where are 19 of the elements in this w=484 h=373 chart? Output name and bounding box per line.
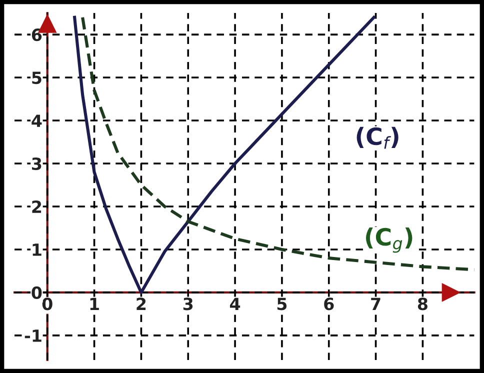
y-tick-label: 4 — [32, 114, 42, 127]
x-tick-label: 4 — [230, 298, 240, 310]
x-tick-label: 1 — [90, 298, 99, 310]
x-tick-label: 0 — [42, 298, 52, 310]
x-tick-label: 6 — [324, 298, 334, 310]
y-tick-label: 1 — [32, 244, 42, 256]
x-tick-label: 7 — [371, 298, 380, 310]
x-tick-label: 5 — [277, 298, 287, 310]
x-tick-label: 8 — [418, 298, 428, 310]
y-tick-label: 0 — [32, 286, 42, 300]
y-tick-label: -1 — [24, 330, 42, 342]
series-label: (C$_{g}$) — [366, 228, 412, 253]
y-tick-label: 6 — [32, 28, 42, 42]
y-tick-label: 2 — [32, 200, 42, 213]
x-tick-label: 3 — [183, 298, 193, 310]
y-tick-label: 5 — [32, 72, 42, 84]
x-tick-label: 2 — [136, 298, 146, 310]
text: (C$_{f}$) — [356, 126, 398, 149]
y-tick-label: 3 — [32, 157, 42, 170]
